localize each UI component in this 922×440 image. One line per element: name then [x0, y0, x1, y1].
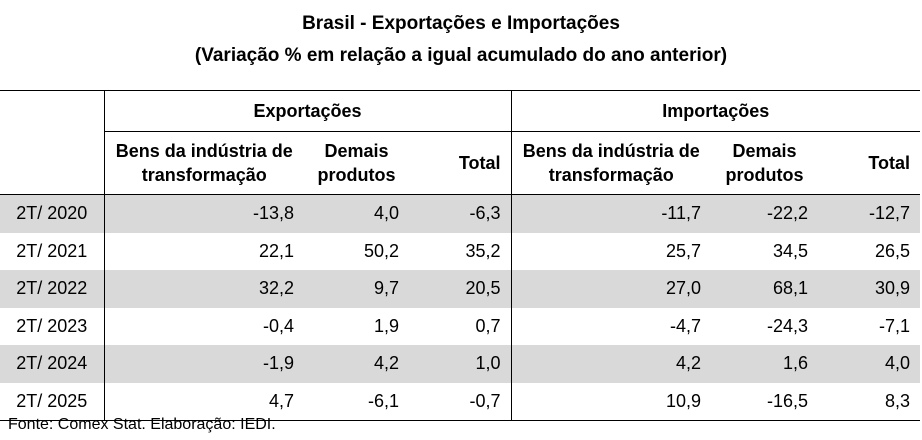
table-cell: 20,5: [409, 270, 512, 308]
table-cell: 35,2: [465, 240, 501, 261]
table-cell: -0,7: [409, 382, 512, 421]
table-row: 2T/ 2021 22,1 50,2 35,2 25,7 34,5 26,5: [0, 232, 920, 270]
table-cell: 50,2: [363, 240, 399, 261]
table-cell: 4,2: [510, 345, 712, 383]
table-cell: -16,5: [711, 382, 819, 421]
group-header-exportacoes: Exportações: [103, 90, 512, 132]
row-label: 2T/ 2021: [16, 240, 88, 261]
col-header-line: transformação: [141, 165, 267, 185]
table-subtitle: (Variação % em relação a igual acumulado…: [194, 45, 728, 66]
table-cell: 25,7: [510, 232, 712, 270]
table-cell: 4,0: [818, 345, 921, 383]
table-cell: 27,0: [510, 270, 712, 308]
table-cell: -13,8: [103, 194, 304, 233]
col-header-line: Bens da indústria de: [522, 141, 700, 161]
table-row: 2T/ 2023 -0,4 1,9 0,7 -4,7 -24,3 -7,1: [0, 307, 920, 345]
table-row: 2T/ 2025 4,7 -6,1 -0,7 10,9 -16,5 8,3: [0, 382, 921, 421]
table-cell: 30,9: [818, 270, 921, 308]
table-cell: 4,0: [304, 194, 409, 233]
table-row: 2T/ 2024 -1,9 4,2 1,0 4,2 1,6 4,0: [0, 345, 921, 383]
table-body: 2T/ 2020 -13,8 4,0 -6,3 -11,7 -22,2 -12,…: [0, 194, 921, 421]
table-cell: -4,7: [510, 307, 712, 345]
table-cell: 8,3: [818, 382, 921, 421]
table-title: Brasil - Exportações e Importações: [302, 13, 620, 34]
col-header-imp-transformacao: Bens da indústria de transformação: [510, 131, 712, 195]
col-header-exp-demais: Demais produtos: [304, 131, 409, 195]
table-cell: 26,5: [874, 240, 911, 261]
table-cell: 0,7: [475, 315, 501, 336]
col-header-line: transformação: [548, 165, 674, 185]
col-header-exp-transformacao: Bens da indústria de transformação: [103, 131, 304, 195]
table-cell: 1,0: [409, 345, 512, 383]
table-cell: 1,9: [373, 315, 399, 336]
table-cell: -24,3: [766, 315, 809, 336]
table-cell: 68,1: [711, 270, 819, 308]
table-cell: 1,6: [711, 345, 819, 383]
table-cell: 22,1: [103, 232, 304, 270]
table-cell: 4,2: [304, 345, 409, 383]
table-cell: -12,7: [818, 194, 921, 233]
table-cell: 4,7: [103, 382, 304, 421]
col-header-line: produtos: [317, 165, 396, 185]
col-header-imp-demais: Demais produtos: [711, 131, 819, 195]
table-cell: 32,2: [103, 270, 304, 308]
col-header-line: Demais: [324, 141, 389, 161]
table-cell: -6,1: [304, 382, 409, 421]
table-cell: 10,9: [510, 382, 712, 421]
group-header-importacoes: Importações: [510, 90, 921, 132]
corner-cell: [0, 90, 104, 132]
col-header-line: Demais: [732, 141, 797, 161]
source-note: Fonte: Comex Stat. Elaboração: IEDI.: [8, 416, 276, 433]
col-header-line: Bens da indústria de: [115, 141, 293, 161]
row-label: 2T/ 2023: [16, 315, 88, 336]
corner-cell-2: [0, 131, 104, 195]
table-cell: -6,3: [409, 194, 512, 233]
col-header-line: produtos: [725, 165, 804, 185]
col-header-imp-total: Total: [818, 131, 921, 195]
col-header-exp-total: Total: [409, 131, 512, 195]
row-label: 2T/ 2022: [0, 270, 104, 308]
table-cell: -11,7: [510, 194, 712, 233]
table-row: 2T/ 2020 -13,8 4,0 -6,3 -11,7 -22,2 -12,…: [0, 194, 921, 233]
table-cell: -1,9: [103, 345, 304, 383]
table-cell: -7,1: [879, 315, 911, 336]
table-cell: 34,5: [772, 240, 809, 261]
data-table: Exportações Importações Bens da indústri…: [0, 90, 921, 421]
row-label: 2T/ 2024: [0, 345, 104, 383]
table-cell: -22,2: [711, 194, 819, 233]
row-label: 2T/ 2020: [0, 194, 104, 233]
table-cell: -0,4: [103, 307, 304, 345]
table-cell: 9,7: [304, 270, 409, 308]
table-row: 2T/ 2022 32,2 9,7 20,5 27,0 68,1 30,9: [0, 270, 921, 308]
row-label: 2T/ 2025: [0, 382, 104, 421]
